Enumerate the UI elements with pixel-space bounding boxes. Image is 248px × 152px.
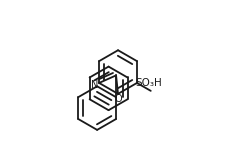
Text: SO₃H: SO₃H (135, 78, 162, 88)
Text: O: O (114, 94, 122, 104)
Text: N: N (91, 80, 98, 90)
